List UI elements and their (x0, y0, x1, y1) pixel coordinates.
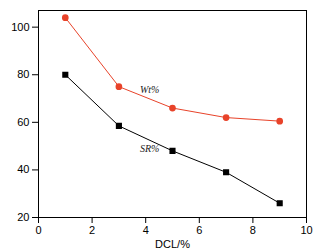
svg-text:0: 0 (35, 224, 41, 236)
svg-text:DCL/%: DCL/% (155, 238, 190, 250)
svg-text:40: 40 (17, 163, 29, 175)
svg-text:4: 4 (143, 224, 149, 236)
svg-text:SR%: SR% (140, 143, 159, 154)
svg-text:80: 80 (17, 68, 29, 80)
svg-text:Wt%: Wt% (140, 84, 159, 95)
svg-text:8: 8 (250, 224, 256, 236)
svg-text:2: 2 (89, 224, 95, 236)
svg-text:100: 100 (11, 21, 29, 33)
svg-text:10: 10 (300, 224, 312, 236)
svg-text:20: 20 (17, 211, 29, 223)
svg-text:6: 6 (196, 224, 202, 236)
svg-text:60: 60 (17, 116, 29, 128)
